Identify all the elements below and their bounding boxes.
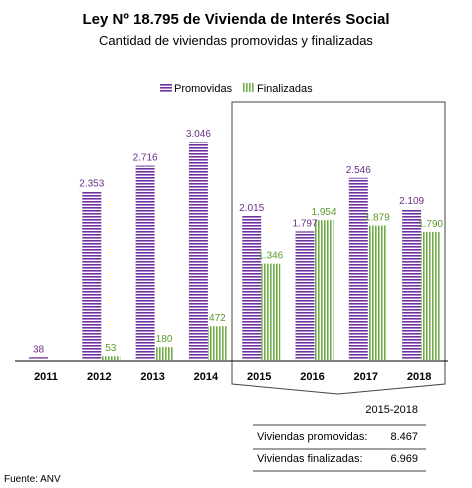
data-label-finalizadas: 1.954 — [311, 207, 336, 218]
x-tick-label: 2013 — [140, 371, 164, 383]
data-label-promovidas: 2.109 — [399, 196, 424, 207]
data-label-promovidas: 2.353 — [79, 179, 104, 190]
bar-promovidas — [348, 177, 368, 360]
bar-finalizadas — [207, 326, 227, 360]
bar-promovidas — [242, 215, 262, 360]
data-label-promovidas: 1.797 — [292, 218, 317, 229]
x-tick-label: 2018 — [407, 371, 431, 383]
data-label-promovidas: 2.716 — [133, 153, 158, 164]
bar-promovidas — [82, 191, 102, 360]
bar-finalizadas — [154, 347, 174, 360]
summary-row-value: 6.969 — [390, 453, 418, 465]
data-label-finalizadas: 1.346 — [258, 251, 283, 262]
chart-subtitle: Cantidad de viviendas promovidas y final… — [99, 33, 373, 48]
highlight-frame — [231, 101, 446, 395]
value-labels: 38 2.353 53 2.716 180 3.046 472 2.015 1.346 1.797… — [33, 129, 444, 355]
data-label-finalizadas: 53 — [105, 343, 117, 354]
summary-header: 2015-2018 — [365, 404, 418, 416]
chart-title: Ley Nº 18.795 de Vivienda de Interés Soc… — [82, 11, 389, 28]
summary-row-value: 8.467 — [390, 431, 418, 443]
data-label-promovidas: 3.046 — [186, 129, 211, 140]
data-label-finalizadas: 180 — [156, 334, 173, 345]
bars — [29, 142, 441, 360]
bar-finalizadas — [101, 356, 121, 360]
bar-finalizadas — [261, 263, 281, 360]
data-label-finalizadas: 1.790 — [418, 219, 443, 230]
data-label-promovidas: 2.015 — [239, 203, 264, 214]
x-tick-labels: 2011 2012 2013 2014 2015 2016 2017 2018 — [34, 371, 431, 383]
legend-label-promovidas: Promovidas — [174, 83, 233, 95]
data-label-promovidas: 2.546 — [346, 165, 371, 176]
bar-finalizadas — [367, 225, 387, 360]
bar-promovidas — [135, 165, 155, 360]
x-tick-label: 2014 — [194, 371, 219, 383]
summary-row-label: Viviendas promovidas: — [257, 431, 367, 443]
bar-promovidas — [29, 357, 48, 360]
x-tick-label: 2011 — [34, 371, 58, 383]
legend: Promovidas Finalizadas — [160, 83, 313, 95]
bar-finalizadas — [314, 220, 334, 360]
summary-table: 2015-2018 Viviendas promovidas: 8.467 Vi… — [253, 404, 426, 472]
data-label-finalizadas: 1.879 — [365, 213, 390, 224]
legend-swatch-finalizadas — [243, 83, 255, 92]
legend-swatch-promovidas — [160, 83, 172, 92]
source-note: Fuente: ANV — [4, 474, 61, 485]
x-tick-label: 2017 — [354, 371, 378, 383]
bar-finalizadas — [421, 231, 441, 360]
x-tick-label: 2015 — [247, 371, 271, 383]
bar-promovidas — [295, 231, 315, 360]
bar-promovidas — [188, 142, 208, 360]
data-label-promovidas: 38 — [33, 344, 45, 355]
x-tick-label: 2016 — [300, 371, 324, 383]
data-label-finalizadas: 472 — [209, 313, 226, 324]
summary-row-label: Viviendas finalizadas: — [257, 453, 363, 465]
bar-promovidas — [402, 209, 422, 360]
x-tick-label: 2012 — [87, 371, 111, 383]
legend-label-finalizadas: Finalizadas — [257, 83, 313, 95]
